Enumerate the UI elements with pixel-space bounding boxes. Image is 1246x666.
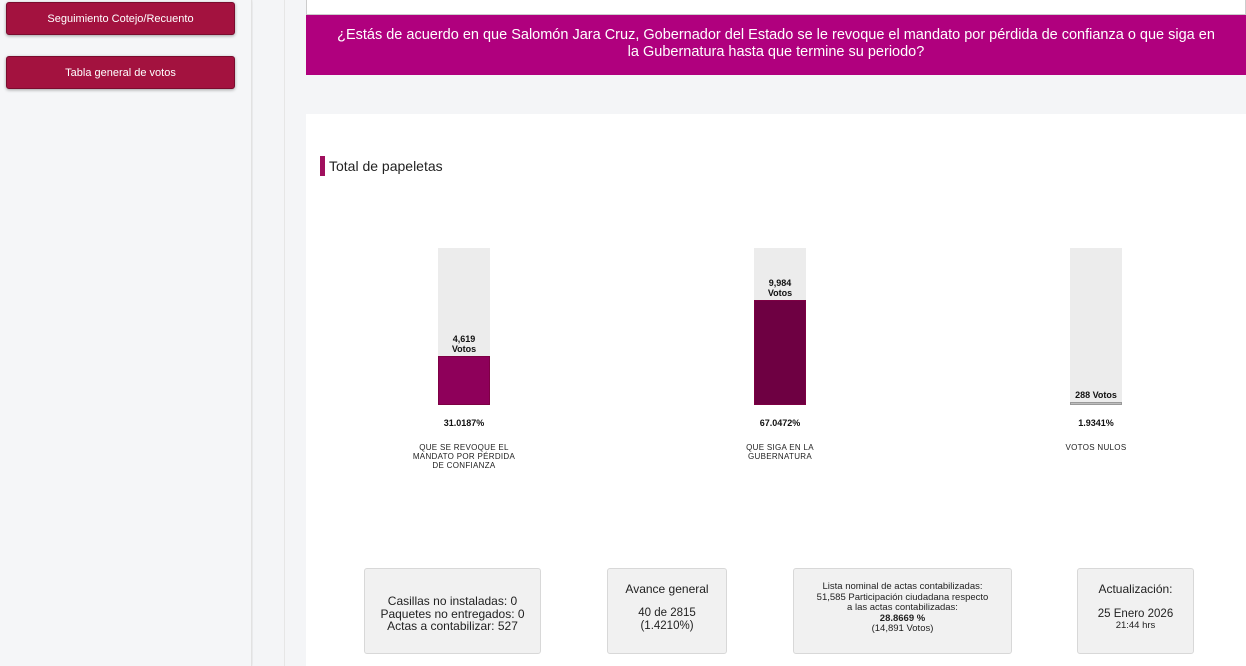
bar-track: 9,984 Votos (754, 248, 806, 405)
category-label: VOTOS NULOS (1065, 443, 1127, 452)
paquetes-no-entregados: Paquetes no entregados: 0 (380, 606, 525, 621)
top-panel-edge (306, 0, 1246, 15)
bar (754, 300, 806, 405)
participacion-votes: (14,891 Votos) (871, 623, 934, 634)
bar-percent-label: 31.0187% (443, 418, 485, 428)
category-label: QUE SIGA EN LA GUBERNATURA (746, 443, 814, 461)
bar-track: 4,619 Votos (438, 248, 490, 405)
bar (1070, 402, 1122, 405)
lista-line-2: 51,585 Participación ciudadana respecto (816, 591, 989, 603)
sidebar: Seguimiento Cotejo/Recuento Tabla genera… (0, 0, 252, 666)
casillas-no-instaladas: Casillas no instaladas: 0 (387, 594, 518, 608)
lista-line-3: a las actas contabilizadas: (847, 602, 958, 613)
section-title: Total de papeletas (320, 156, 443, 176)
category-label: QUE SE REVOQUE EL MANDATO POR PÉRDIDA DE… (412, 443, 516, 470)
bar-track: 288 Votos (1070, 248, 1122, 405)
actualizacion-time: 21:44 hrs (1115, 620, 1156, 631)
casillas-box: Casillas no instaladas: 0 Paquetes no en… (364, 568, 541, 654)
results-card: Total de papeletas 4,619 Votos 31.0187% QUE… (306, 114, 1246, 666)
lista-nominal-box: Lista nominal de actas contabilizadas: 5… (793, 568, 1012, 654)
question-banner: ¿Estás de acuerdo en que Salomón Jara Cr… (306, 15, 1246, 75)
actualizacion-date: 25 Enero 2026 (1097, 608, 1174, 620)
actualizacion-title: Actualización: (1098, 582, 1173, 596)
bar-vote-label: 288 Votos (1075, 390, 1117, 400)
lista-line-1: Lista nominal de actas contabilizadas: (822, 581, 983, 592)
tabla-general-votos-button[interactable]: Tabla general de votos (6, 56, 235, 89)
sidebar-gutter (253, 0, 285, 666)
bar-percent-label: 67.0472% (759, 418, 801, 428)
seguimiento-cotejo-button[interactable]: Seguimiento Cotejo/Recuento (6, 2, 235, 35)
avance-value: 40 de 2815 (638, 607, 696, 619)
section-title-text: Total de papeletas (329, 158, 443, 174)
actualizacion-box: Actualización: 25 Enero 2026 21:44 hrs (1077, 568, 1194, 654)
participacion-percent: 28.8669 % (879, 612, 926, 624)
avance-percent: (1.4210%) (640, 619, 694, 632)
avance-general-box: Avance general 40 de 2815 (1.4210%) (607, 568, 727, 654)
avance-title: Avance general (625, 582, 709, 596)
bar-vote-label: 4,619 Votos (451, 334, 477, 354)
bar-percent-label: 1.9341% (1078, 418, 1114, 428)
bar-vote-label: 9,984 Votos (767, 278, 793, 298)
bar (438, 356, 490, 405)
section-title-marker (320, 156, 325, 176)
actas-a-contabilizar: Actas a contabilizar: 527 (387, 619, 518, 633)
